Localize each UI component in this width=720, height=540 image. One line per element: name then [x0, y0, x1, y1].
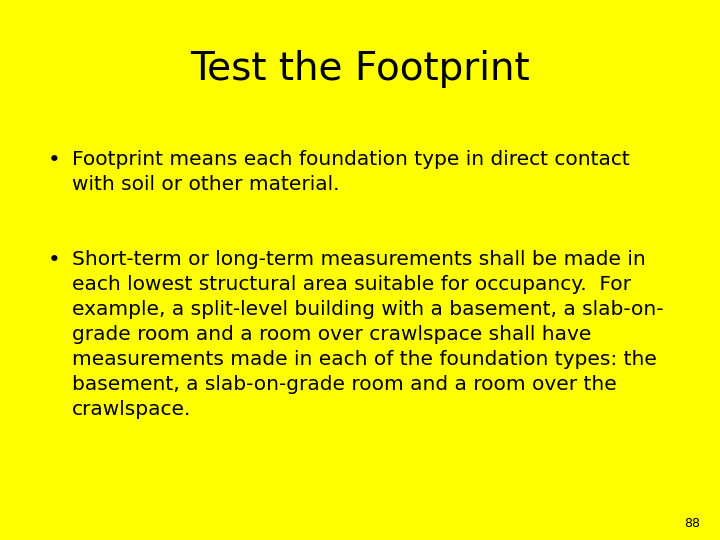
Text: Test the Footprint: Test the Footprint: [190, 50, 530, 88]
Text: Footprint means each foundation type in direct contact
with soil or other materi: Footprint means each foundation type in …: [72, 150, 630, 194]
Text: Short-term or long-term measurements shall be made in
each lowest structural are: Short-term or long-term measurements sha…: [72, 250, 664, 419]
Text: •: •: [48, 150, 60, 170]
Text: •: •: [48, 250, 60, 270]
Text: 88: 88: [684, 517, 700, 530]
